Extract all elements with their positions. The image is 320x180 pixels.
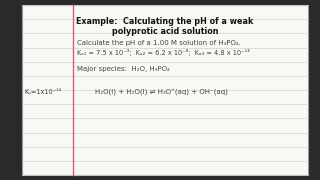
Text: Example:  Calculating the pH of a weak: Example: Calculating the pH of a weak (76, 17, 254, 26)
Text: Kᵤ=1x10⁻¹⁴: Kᵤ=1x10⁻¹⁴ (24, 89, 61, 95)
Text: H₂O(l) + H₂O(l) ⇌ H₃O⁺(aq) + OH⁻(aq): H₂O(l) + H₂O(l) ⇌ H₃O⁺(aq) + OH⁻(aq) (95, 88, 228, 96)
Text: polyprotic acid solution: polyprotic acid solution (112, 26, 218, 35)
Text: Major species:  H₂O, H₃PO₄: Major species: H₂O, H₃PO₄ (77, 66, 170, 72)
Text: Calculate the pH of a 1.00 M solution of H₃PO₄.: Calculate the pH of a 1.00 M solution of… (77, 40, 241, 46)
Bar (22, 5, 308, 175)
Text: Kₐ₁ = 7.5 x 10⁻³;  Kₐ₂ = 6.2 x 10⁻⁸;  Kₐ₃ = 4.8 x 10⁻¹³: Kₐ₁ = 7.5 x 10⁻³; Kₐ₂ = 6.2 x 10⁻⁸; Kₐ₃ … (77, 50, 250, 57)
